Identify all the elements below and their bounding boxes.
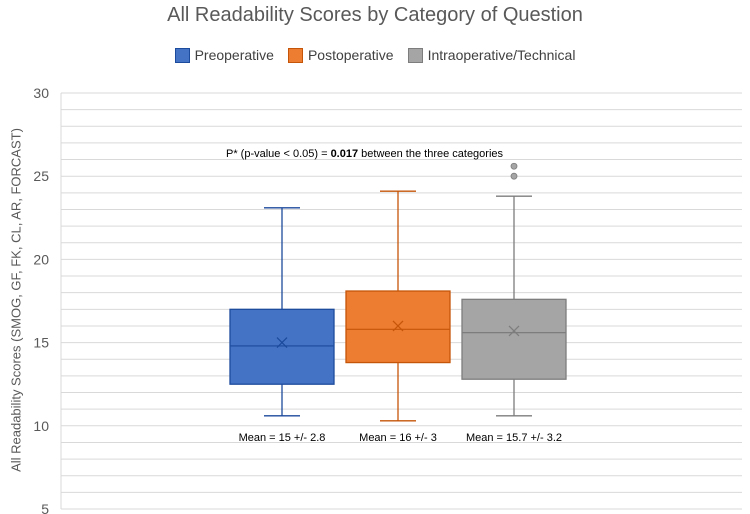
- y-tick-label: 30: [33, 85, 49, 101]
- legend-swatch: [407, 47, 423, 63]
- legend-swatch: [287, 47, 303, 63]
- gridlines: [60, 92, 742, 510]
- legend-label: Postoperative: [307, 47, 394, 63]
- legend-item: Postoperative: [287, 47, 394, 63]
- mean-label: Mean = 15.7 +/- 3.2: [466, 432, 562, 444]
- y-tick-labels: 5 10 15 20 25 30: [33, 85, 49, 514]
- y-tick-label: 15: [33, 335, 49, 351]
- legend-label: Intraoperative/Technical: [427, 47, 576, 63]
- y-tick-label: 5: [41, 501, 49, 514]
- mean-marker: [392, 320, 404, 332]
- legend: Preoperative Postoperative Intraoperative/…: [0, 47, 750, 63]
- box-plot: Mean = 15 +/- 2.8: [229, 207, 335, 444]
- y-tick-label: 25: [33, 168, 49, 184]
- p-value-annotation: P* (p-value < 0.05) = 0.017 between the …: [226, 148, 504, 160]
- box: [461, 298, 567, 380]
- y-tick-label: 10: [33, 418, 49, 434]
- y-tick-label: 20: [33, 251, 49, 267]
- box-series: Mean = 15 +/- 2.8 Mean = 16 +/- 3 Mean = 1…: [229, 162, 567, 444]
- box-plot: Mean = 15.7 +/- 3.2: [461, 162, 567, 444]
- mean-label: Mean = 16 +/- 3: [359, 432, 437, 444]
- outlier-point: [510, 172, 518, 180]
- legend-item: Intraoperative/Technical: [407, 47, 576, 63]
- box-plot: Mean = 16 +/- 3: [345, 190, 451, 444]
- mean-marker: [508, 325, 520, 337]
- legend-swatch: [174, 47, 190, 63]
- mean-label: Mean = 15 +/- 2.8: [239, 432, 326, 444]
- mean-marker: [276, 337, 288, 349]
- chart-title: All Readability Scores by Category of Qu…: [167, 4, 583, 26]
- box: [229, 308, 335, 385]
- annotations: P* (p-value < 0.05) = 0.017 between the …: [226, 148, 504, 160]
- outlier-point: [510, 162, 518, 170]
- legend-item: Preoperative: [174, 47, 274, 63]
- legend-label: Preoperative: [194, 47, 274, 63]
